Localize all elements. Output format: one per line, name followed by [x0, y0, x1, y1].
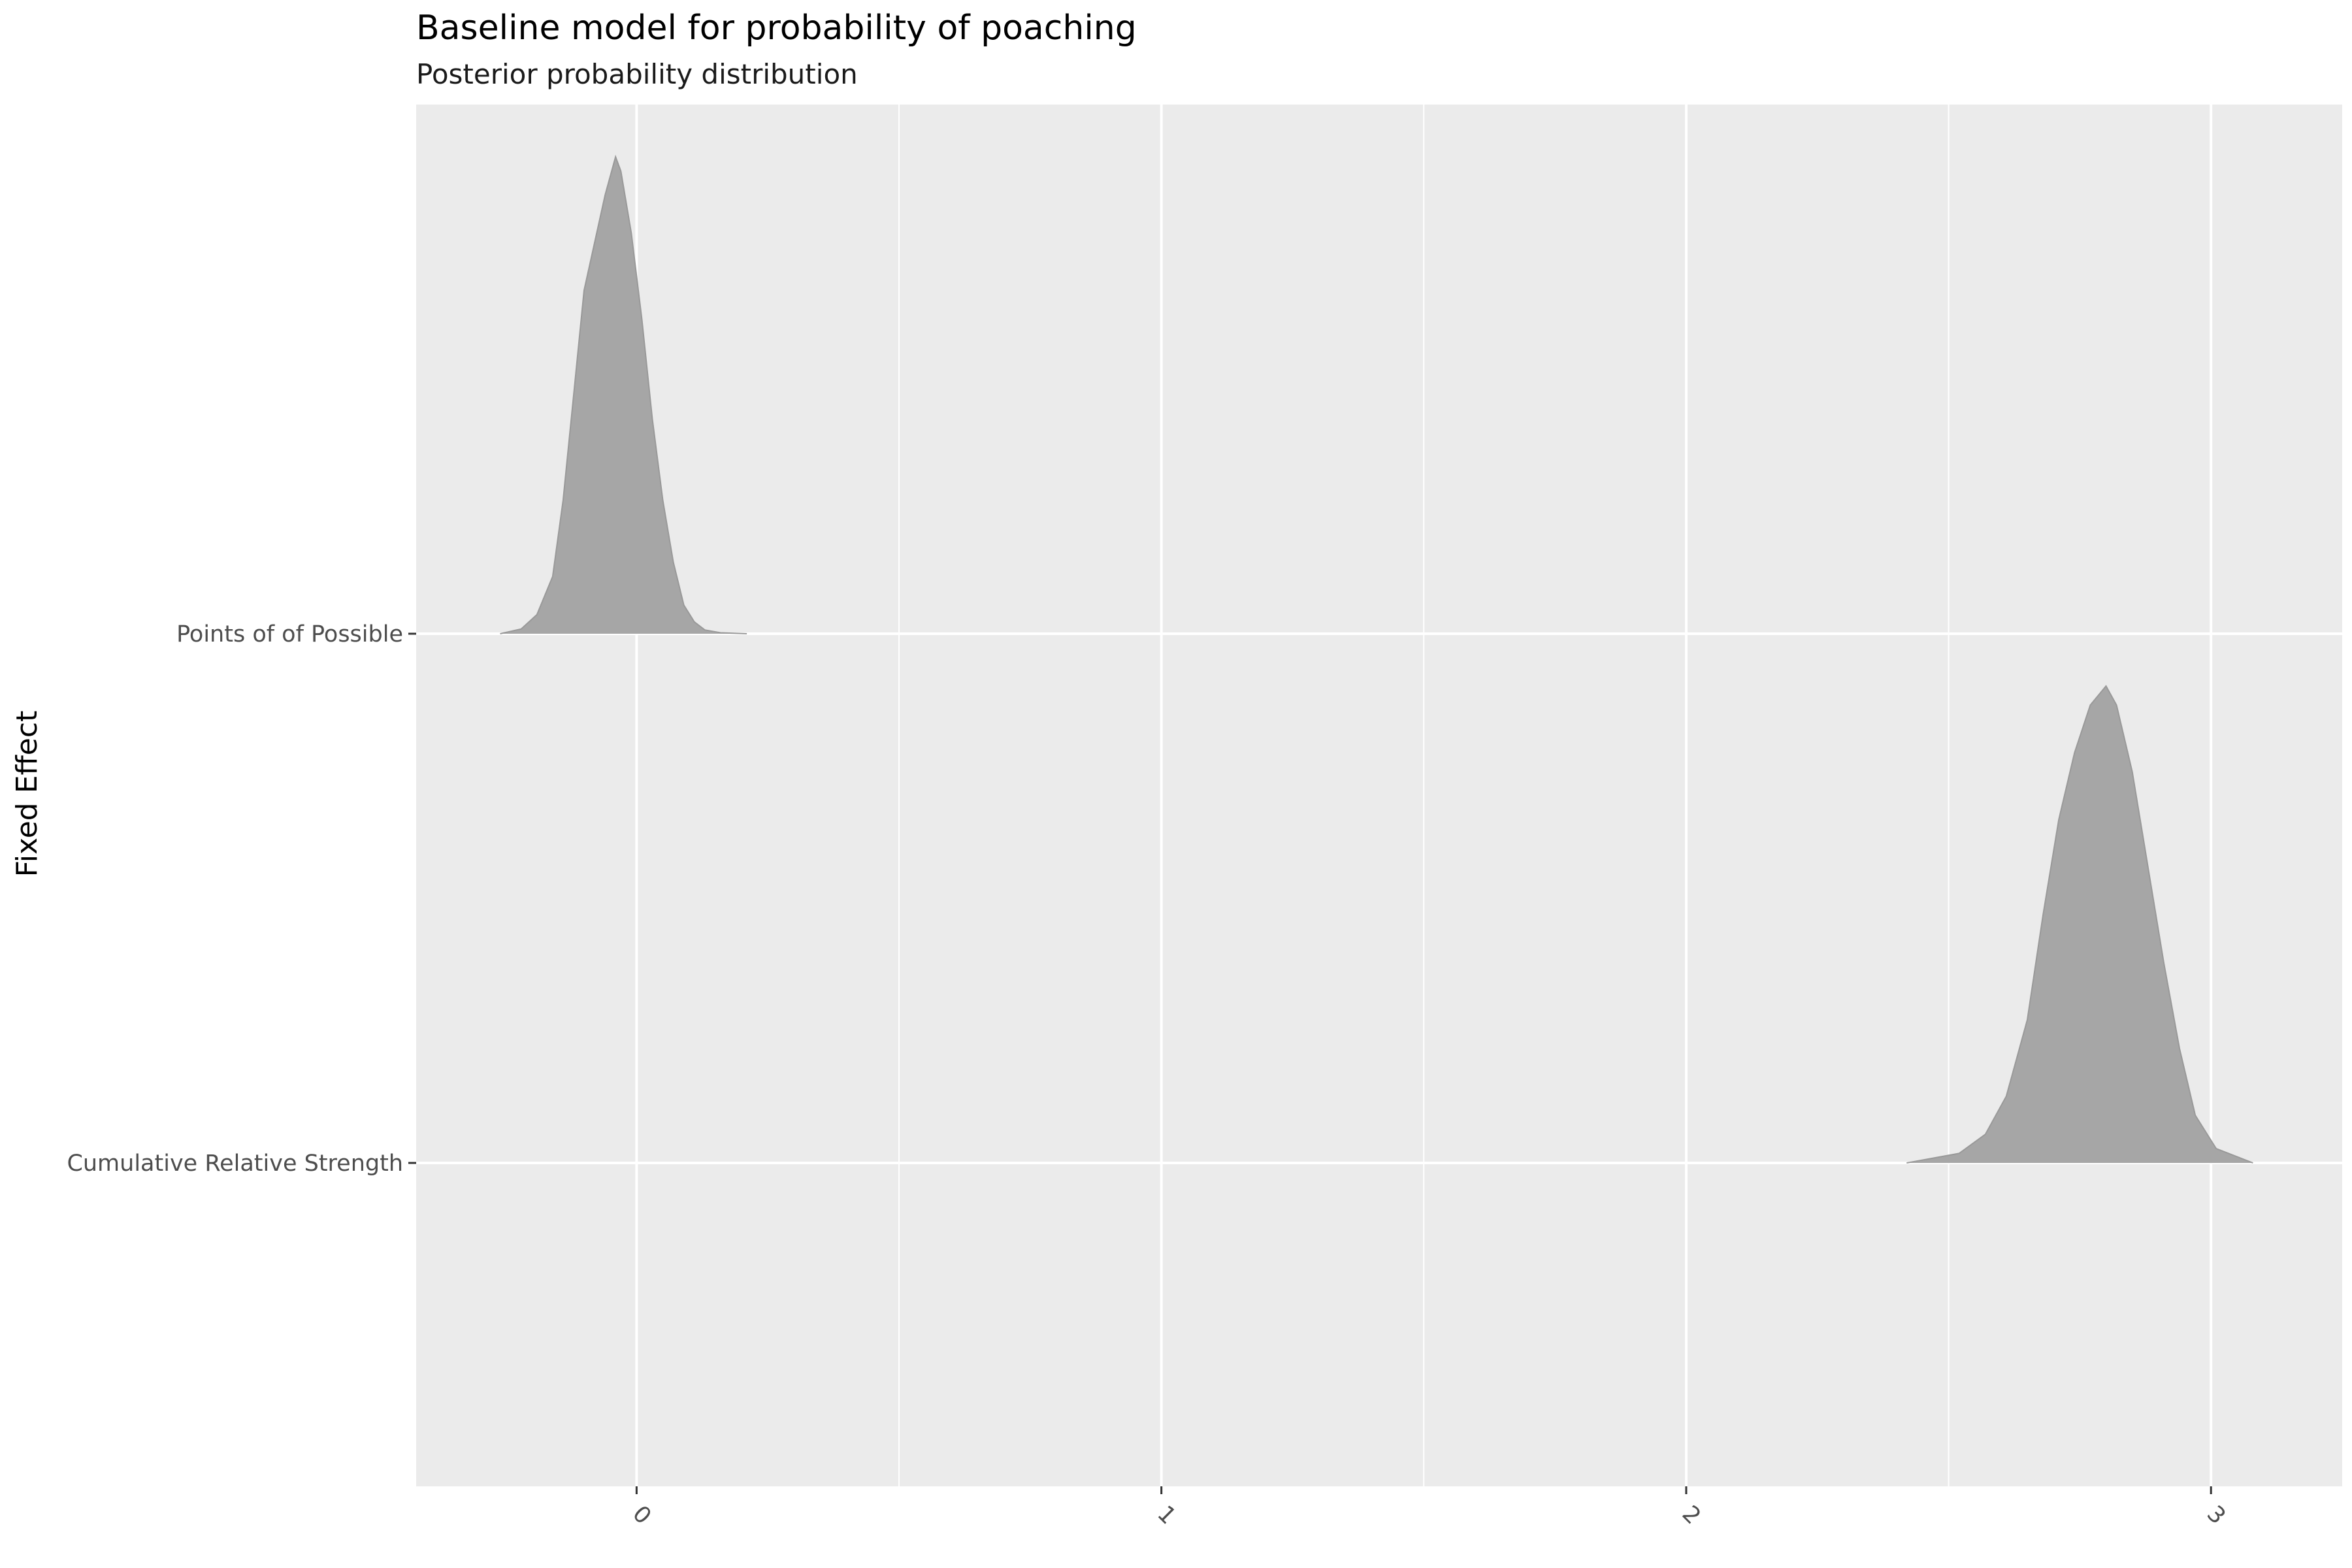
density-ridge: [1906, 686, 2253, 1163]
chart-title: Baseline model for probability of poachi…: [416, 8, 1137, 48]
axes: Cumulative Relative Strength Points of of…: [67, 621, 2230, 1529]
plot-panel: [416, 105, 2342, 1486]
y-axis-title: Fixed Effect: [10, 711, 44, 877]
x-tick-label: 2: [1677, 1501, 1706, 1529]
chart-subtitle: Posterior probability distribution: [416, 58, 858, 90]
x-tick-label: 1: [1152, 1501, 1181, 1529]
density-outline: [1906, 685, 2253, 1164]
density-outline: [500, 154, 747, 634]
y-tick-label: Cumulative Relative Strength: [67, 1151, 403, 1177]
x-tick-label: 3: [2202, 1501, 2230, 1529]
y-tick-label: Points of of Possible: [176, 621, 403, 647]
x-tick-label: 0: [627, 1501, 656, 1529]
density-ridges: [500, 154, 2253, 1164]
